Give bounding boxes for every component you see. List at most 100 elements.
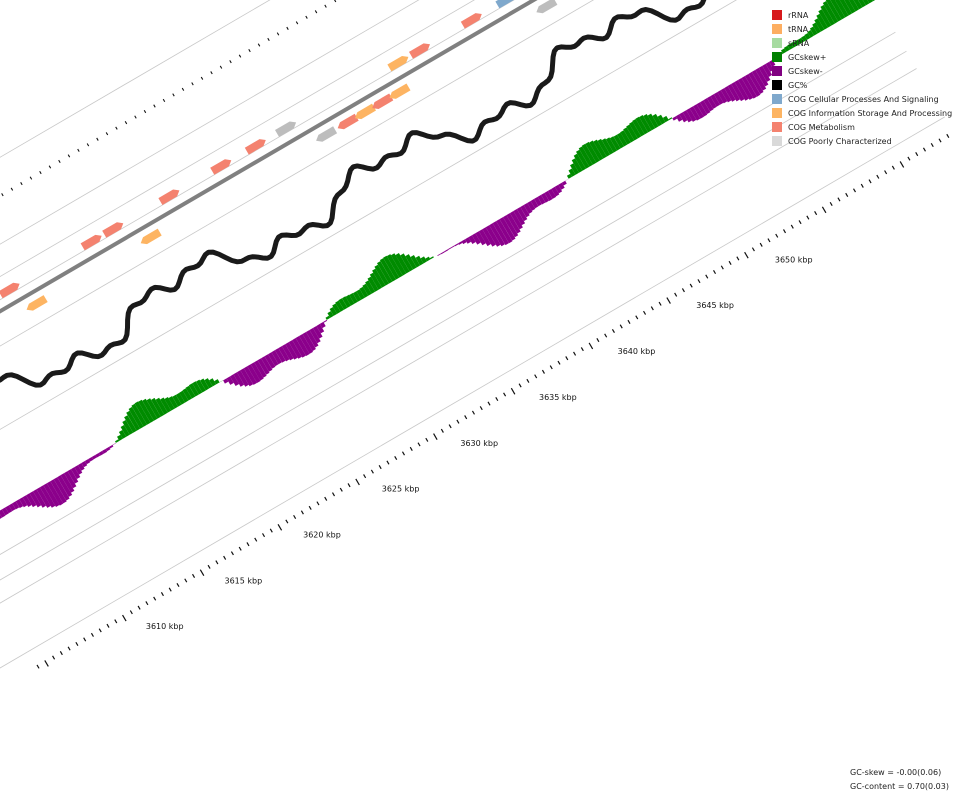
tick-label: 3625 kbp [382, 485, 420, 494]
gc-skew-segment [15, 499, 24, 509]
gc-skew-segment [816, 13, 828, 30]
outer-tick [77, 148, 80, 152]
scale-tick [487, 401, 491, 406]
gc-skew-segment [862, 0, 870, 6]
scale-tick [246, 542, 250, 547]
gene-feature [460, 13, 482, 29]
outer-tick [229, 60, 232, 64]
gc-skew-segment [196, 379, 206, 393]
outer-tick [314, 10, 318, 14]
tick-label: 3645 kbp [696, 301, 734, 310]
gc-skew-segment [299, 334, 313, 354]
gc-skew-segment [223, 378, 229, 384]
scale-tick [775, 233, 779, 238]
gc-skew-segment [433, 255, 438, 258]
outer-tick [191, 82, 194, 86]
scale-tick [293, 514, 297, 519]
gc-skew-segment [160, 397, 172, 413]
gc-skew-segment [98, 450, 104, 456]
gc-skew-segment [541, 192, 549, 203]
gc-skew-segment [581, 143, 597, 165]
gc-skew-segment [643, 114, 656, 131]
scale-tick [98, 628, 102, 633]
gc-skew-segment [844, 0, 856, 14]
gc-skew-segment [84, 459, 91, 465]
scale-tick [316, 501, 320, 506]
scale-tick [915, 152, 919, 157]
gc-skew-segment [566, 173, 573, 179]
outer-tick [153, 104, 156, 108]
ring-guide-line [0, 31, 896, 555]
scale-tick [300, 510, 304, 515]
gc-skew-segment [377, 261, 393, 284]
ring-guide-line [0, 68, 917, 604]
gc-skew-segment [853, 0, 863, 10]
gc-skew-segment [302, 332, 316, 352]
gc-skew-segment [682, 110, 693, 123]
gc-skew-segment [19, 497, 28, 508]
legend-swatch [772, 38, 782, 48]
scale-tick [223, 555, 227, 560]
gene-feature [389, 83, 411, 99]
scale-tick [798, 220, 802, 225]
legend-label: rRNA [788, 10, 809, 20]
legend-label: COG Cellular Processes And Signaling [788, 94, 939, 104]
outer-tick [162, 98, 166, 103]
gc-skew-segment [134, 401, 151, 425]
gc-skew-segment [797, 37, 804, 44]
scale-tick [666, 297, 671, 304]
gc-skew-segment [755, 67, 769, 87]
gc-skew-segment [717, 90, 728, 104]
gc-skew-segment [271, 350, 282, 365]
scale-tick [44, 660, 49, 667]
gc-skew-segment [558, 182, 565, 190]
gc-skew-segment [323, 319, 328, 323]
gc-skew-segment [420, 256, 427, 264]
scale-tick [36, 664, 40, 669]
ring-guide-line [0, 0, 420, 245]
gc-skew-segment [578, 146, 593, 167]
gc-skew-segment [247, 364, 261, 383]
gc-skew-segment [67, 469, 79, 484]
outer-tick [286, 26, 289, 30]
scale-tick [930, 142, 934, 148]
gc-skew-segment [257, 358, 270, 375]
gc-skew-segment [250, 362, 264, 381]
scale-tick [845, 192, 849, 197]
gc-skew-segment [807, 30, 814, 38]
legend-label: tRNA [788, 24, 809, 34]
scale-tick [401, 451, 406, 456]
gc-skew-segment [613, 134, 624, 149]
outer-tick [238, 54, 242, 58]
scale-tick [526, 378, 530, 383]
scale-tick [129, 610, 133, 615]
scale-tick [269, 528, 273, 533]
gene-feature [387, 56, 409, 72]
outer-tick [334, 0, 337, 3]
gc-skew-segment [471, 233, 481, 245]
gc-skew-segment [769, 59, 776, 67]
gc-skew-segment [349, 293, 358, 304]
gc-skew-segment [693, 104, 704, 119]
gc-skew-segment [219, 380, 224, 383]
gc-skew-segment [261, 356, 273, 372]
gc-skew-segment [561, 180, 567, 186]
gc-skew-segment [274, 348, 286, 363]
gc-skew-segment [871, 0, 876, 2]
gc-skew-segment [60, 473, 75, 493]
gc-skew-segment [738, 78, 754, 100]
gc-skew-segment [818, 9, 832, 28]
scale-tick [689, 283, 693, 288]
gc-skew-segment [36, 487, 51, 508]
legend-swatch [772, 24, 782, 34]
scale-tick [176, 582, 180, 588]
gc-skew-segment [820, 4, 835, 26]
scale-tick [541, 369, 545, 374]
scale-tick [759, 242, 763, 247]
scale-tick [137, 605, 141, 610]
scale-tick [456, 419, 460, 424]
scale-tick [355, 478, 360, 486]
gene-feature [0, 282, 20, 299]
scale-tick [331, 492, 336, 497]
ring-guide-line [0, 0, 737, 430]
